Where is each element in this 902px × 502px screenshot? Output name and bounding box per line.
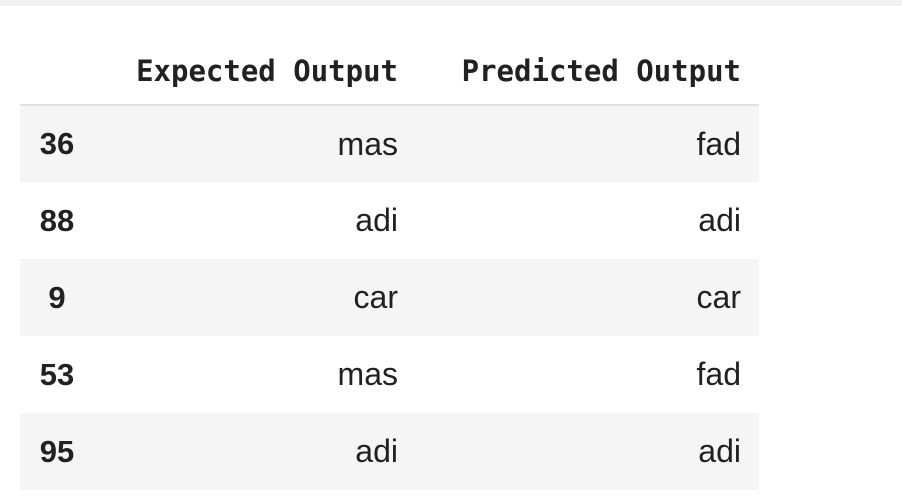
expected-output-cell: adi bbox=[355, 433, 398, 469]
expected-output-cell: adi bbox=[355, 202, 398, 238]
predicted-output-cell: adi bbox=[698, 202, 741, 238]
expected-output-cell: mas bbox=[337, 356, 398, 392]
table-row: 36 mas fad bbox=[20, 105, 759, 182]
table-row: 95 adi adi bbox=[20, 413, 759, 490]
column-header-expected-output: Expected Output bbox=[94, 38, 416, 106]
expected-output-cell: mas bbox=[337, 125, 398, 162]
row-index: 95 bbox=[39, 433, 75, 469]
header-row: Expected Output Predicted Output bbox=[20, 38, 759, 106]
output-top-strip bbox=[0, 0, 902, 6]
row-index: 88 bbox=[39, 202, 75, 238]
table-row: 88 adi adi bbox=[20, 182, 759, 259]
predicted-output-cell: fad bbox=[696, 356, 741, 392]
predicted-output-cell: car bbox=[696, 279, 741, 315]
column-header-predicted-output: Predicted Output bbox=[416, 38, 759, 106]
predicted-output-cell: adi bbox=[698, 433, 741, 469]
row-index: 53 bbox=[39, 356, 75, 392]
predicted-output-cell: fad bbox=[696, 125, 741, 162]
table-row: 53 mas fad bbox=[20, 336, 759, 413]
index-header bbox=[20, 38, 94, 106]
table-row: 9 car car bbox=[20, 259, 759, 336]
row-index: 36 bbox=[39, 126, 75, 161]
row-index: 9 bbox=[48, 279, 66, 315]
dataframe-output: Expected Output Predicted Output 36 mas … bbox=[20, 38, 759, 490]
dataframe-table: Expected Output Predicted Output 36 mas … bbox=[20, 38, 759, 490]
expected-output-cell: car bbox=[353, 279, 398, 315]
